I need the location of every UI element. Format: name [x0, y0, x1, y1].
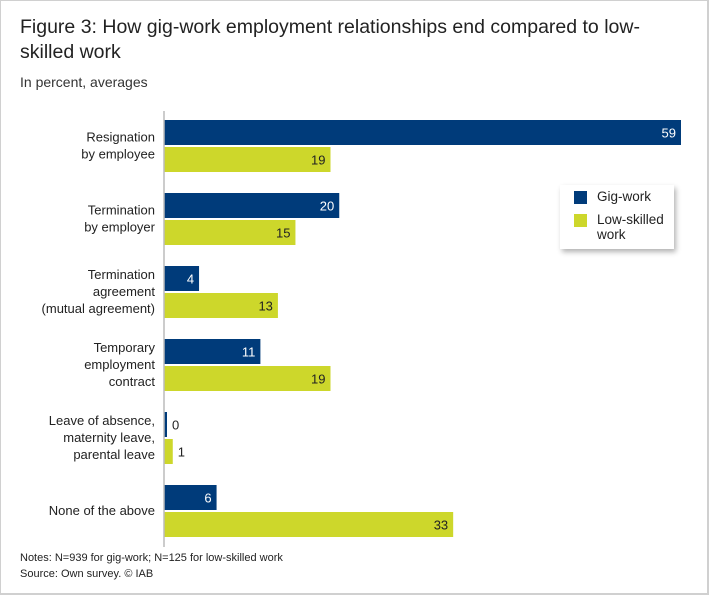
data-label: 19	[311, 153, 325, 168]
bar-low-skilled	[164, 439, 173, 464]
source-line: Source: Own survey. © IAB	[20, 568, 154, 580]
data-label: 19	[311, 372, 325, 387]
data-label: 1	[178, 445, 185, 460]
category-label: employment	[84, 357, 155, 372]
category-label: None of the above	[49, 503, 155, 518]
data-label: 13	[258, 299, 272, 314]
category-label: parental leave	[73, 447, 155, 462]
category-label: by employee	[81, 147, 155, 162]
data-label: 0	[172, 418, 179, 433]
category-label: Termination	[88, 267, 155, 282]
category-label: Temporary	[94, 340, 156, 355]
legend-label: Low-skilled work	[597, 212, 664, 242]
category-label: agreement	[93, 284, 156, 299]
category-label: contract	[109, 374, 156, 389]
data-label: 11	[242, 345, 256, 360]
bar-low-skilled	[164, 366, 331, 391]
notes-line: Notes: N=939 for gig-work; N=125 for low…	[20, 552, 283, 564]
chart-subtitle: In percent, averages	[20, 74, 148, 90]
data-label: 15	[276, 226, 290, 241]
bar-gig-work	[164, 193, 340, 218]
data-label: 6	[204, 491, 211, 506]
data-label: 33	[434, 518, 448, 533]
bar-gig-work	[164, 266, 200, 291]
bar-low-skilled	[164, 220, 296, 245]
bar-gig-work	[164, 412, 167, 437]
bar-gig-work	[164, 485, 217, 510]
bar-low-skilled	[164, 293, 278, 318]
legend-label: Gig-work	[597, 189, 652, 204]
category-label: maternity leave,	[63, 430, 155, 445]
category-label: Resignation	[86, 130, 155, 145]
bar-low-skilled	[164, 512, 454, 537]
legend: Gig-work Low-skilled work	[560, 185, 674, 249]
data-label: 59	[662, 126, 676, 141]
data-label: 20	[320, 199, 334, 214]
bar-low-skilled	[164, 147, 331, 172]
data-label: 4	[187, 272, 194, 287]
category-label: (mutual agreement)	[42, 301, 155, 316]
legend-swatch	[574, 214, 587, 227]
bar-gig-work	[164, 120, 681, 145]
category-label: by employer	[84, 220, 155, 235]
category-label: Termination	[88, 203, 155, 218]
legend-item-low-skilled: Low-skilled work	[574, 212, 674, 242]
bar-gig-work	[164, 339, 261, 364]
chart-title: Figure 3: How gig-work employment relati…	[20, 16, 640, 63]
notes: Notes: N=939 for gig-work; N=125 for low…	[20, 550, 283, 582]
legend-swatch	[574, 191, 587, 204]
legend-item-gig-work: Gig-work	[574, 189, 651, 204]
category-label: Leave of absence,	[49, 413, 155, 428]
